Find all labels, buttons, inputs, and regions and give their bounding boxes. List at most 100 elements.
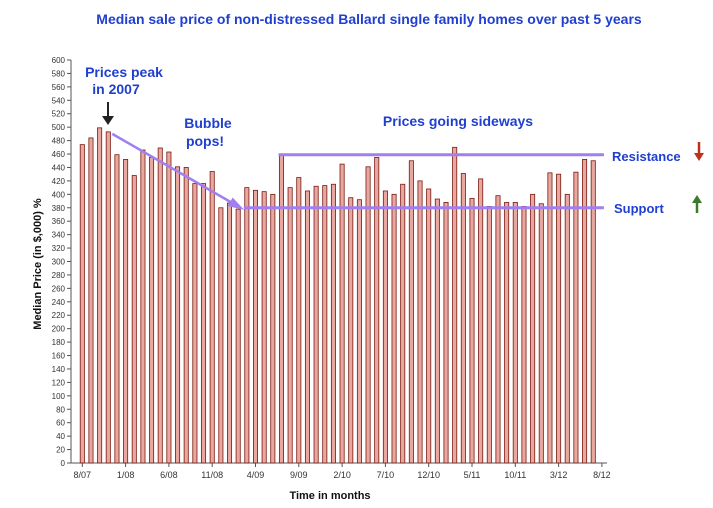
bar xyxy=(530,193,536,464)
bar xyxy=(556,173,562,464)
bar xyxy=(495,195,501,464)
y-tick-label: 540 xyxy=(52,96,66,105)
trend-arrow-line xyxy=(111,132,240,208)
y-tick-label: 400 xyxy=(52,190,66,199)
bar xyxy=(175,166,181,464)
bar xyxy=(417,180,423,464)
y-tick-label: 140 xyxy=(52,365,66,374)
x-tick-label: 6/08 xyxy=(160,470,178,480)
bar xyxy=(131,175,137,464)
y-tick-label: 560 xyxy=(52,83,66,92)
y-tick-label: 300 xyxy=(52,258,66,267)
bar xyxy=(512,201,518,464)
bar xyxy=(582,159,588,464)
bar xyxy=(261,191,267,464)
level-lines xyxy=(243,153,604,210)
y-tick-label: 20 xyxy=(56,446,65,455)
y-tick-label: 120 xyxy=(52,378,66,387)
annotation-sideways: Prices going sideways xyxy=(383,113,533,129)
bar xyxy=(105,131,111,464)
annotation-resistance: Resistance xyxy=(612,149,681,164)
y-tick-label: 280 xyxy=(52,271,66,280)
bar xyxy=(270,193,276,464)
bar xyxy=(452,146,458,464)
bar xyxy=(287,187,293,464)
y-tick-label: 520 xyxy=(52,110,66,119)
annotation-bubble-line2: pops! xyxy=(186,133,224,149)
bar xyxy=(322,185,328,464)
y-tick-label: 440 xyxy=(52,163,66,172)
bar xyxy=(478,178,484,464)
y-tick-label: 380 xyxy=(52,204,66,213)
x-tick-label: 2/10 xyxy=(333,470,351,480)
bars xyxy=(79,127,596,464)
annotation-support: Support xyxy=(614,201,664,216)
y-tick-label: 340 xyxy=(52,231,66,240)
bar xyxy=(209,171,215,464)
up-arrow-icon xyxy=(692,195,702,213)
y-tick-label: 500 xyxy=(52,123,66,132)
x-tick-label: 1/08 xyxy=(117,470,135,480)
bar xyxy=(296,177,302,464)
x-tick-label: 9/09 xyxy=(290,470,308,480)
bar xyxy=(244,187,250,464)
annotation-peak-line2: in 2007 xyxy=(92,81,140,97)
bar xyxy=(426,188,432,464)
x-tick-label: 10/11 xyxy=(504,470,526,480)
bar xyxy=(278,154,284,464)
peak-arrow xyxy=(102,102,114,125)
y-tick-label: 100 xyxy=(52,392,66,401)
bar xyxy=(235,208,241,464)
annotation-bubble-line1: Bubble xyxy=(184,115,232,131)
x-tick-label: 4/09 xyxy=(247,470,265,480)
bar xyxy=(374,156,380,464)
bar xyxy=(547,172,553,464)
bar xyxy=(348,197,354,464)
bar xyxy=(88,137,94,464)
trend-arrow-head xyxy=(227,197,245,210)
bar xyxy=(140,149,146,464)
bar xyxy=(252,189,258,464)
bar xyxy=(590,160,596,464)
bar xyxy=(201,183,207,464)
x-tick-label: 3/12 xyxy=(550,470,568,480)
bar xyxy=(227,202,233,464)
x-axis-label: Time in months xyxy=(289,490,370,502)
y-tick-label: 260 xyxy=(52,284,66,293)
y-tick-label: 360 xyxy=(52,217,66,226)
bar xyxy=(504,201,510,464)
bar xyxy=(434,198,440,464)
bar xyxy=(313,185,319,464)
y-tick-label: 80 xyxy=(56,405,65,414)
x-tick-label: 5/11 xyxy=(464,470,481,480)
bar xyxy=(443,201,449,464)
down-arrow-icon xyxy=(694,142,704,161)
y-tick-label: 460 xyxy=(52,150,66,159)
annotation-peak-line1: Prices peak xyxy=(85,64,163,80)
bar xyxy=(382,190,388,464)
y-tick-label: 600 xyxy=(52,56,66,65)
y-tick-label: 60 xyxy=(56,419,65,428)
bar xyxy=(330,183,336,464)
bar xyxy=(79,144,85,464)
bar xyxy=(218,207,224,464)
bar xyxy=(304,190,310,464)
y-axis-label: Median Price (in $,000) % xyxy=(32,198,44,330)
bar xyxy=(521,206,527,464)
y-tick-label: 240 xyxy=(52,298,66,307)
bar xyxy=(97,127,103,464)
bar xyxy=(192,183,198,464)
bar xyxy=(123,159,129,464)
bar xyxy=(339,163,345,464)
bar xyxy=(564,193,570,464)
y-tick-label: 160 xyxy=(52,352,66,361)
y-tick-label: 420 xyxy=(52,177,66,186)
x-tick-label: 8/12 xyxy=(593,470,611,480)
y-tick-label: 180 xyxy=(52,338,66,347)
bar xyxy=(391,193,397,464)
bar xyxy=(573,171,579,464)
chart-title: Median sale price of non-distressed Ball… xyxy=(96,11,642,27)
y-tick-label: 580 xyxy=(52,69,66,78)
bar xyxy=(400,183,406,464)
